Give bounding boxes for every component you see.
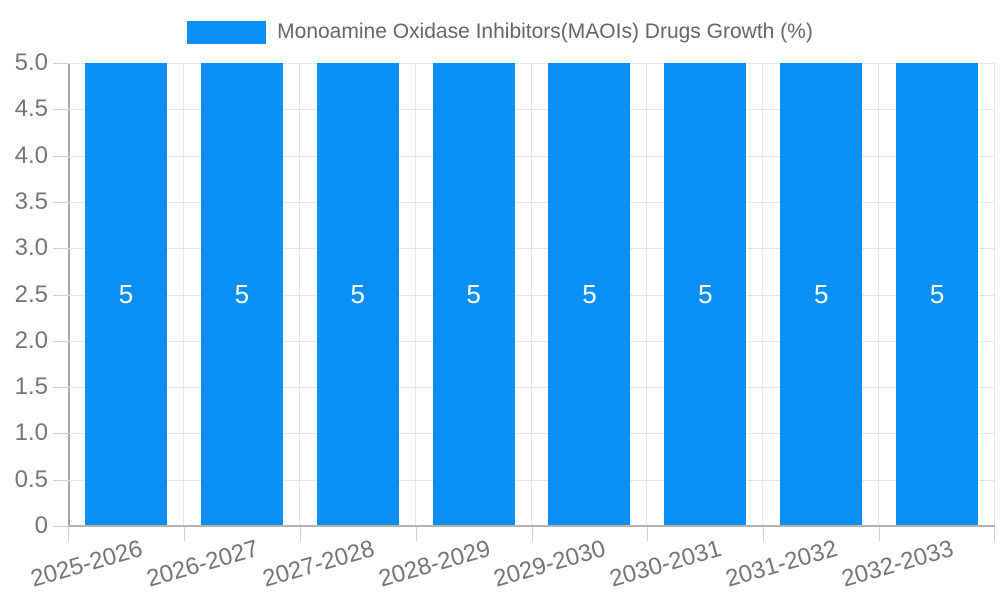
y-tick-label: 0 (34, 512, 48, 539)
gridline-v (762, 63, 764, 526)
bar-value-label: 5 (466, 279, 481, 309)
x-tick (183, 527, 185, 541)
gridline-h (68, 433, 995, 435)
y-tick (53, 109, 68, 111)
gridline-v (878, 63, 880, 526)
x-tick-label: 2030-2031 (606, 535, 725, 593)
gridline-h (68, 63, 995, 64)
x-tick-label: 2028-2029 (375, 535, 494, 593)
bar-value-label: 5 (813, 279, 829, 309)
y-tick (53, 433, 68, 435)
bar[interactable]: 5 (316, 63, 399, 526)
y-tick (53, 155, 68, 157)
x-tick-label: 2029-2030 (491, 535, 609, 593)
bar-value-label: 5 (582, 279, 597, 309)
x-tick (531, 527, 533, 541)
gridline-v (994, 63, 995, 526)
gridline-v (298, 63, 300, 526)
y-tick-label: 2.5 (14, 280, 48, 308)
x-tick-label: 2031-2032 (722, 535, 841, 593)
bar-value-label: 5 (118, 279, 134, 309)
bar-value-label: 5 (929, 279, 945, 309)
legend-label: Monoamine Oxidase Inhibitors(MAOIs) Drug… (277, 20, 813, 43)
x-tick (415, 527, 417, 541)
bar-value-label: 5 (698, 279, 713, 309)
gridline-h (68, 109, 995, 111)
y-tick-label: 0.5 (14, 465, 48, 493)
bar[interactable]: 5 (200, 63, 283, 526)
gridline-h (68, 155, 995, 157)
gridline-h (68, 248, 995, 250)
y-tick (53, 63, 68, 64)
legend[interactable]: Monoamine Oxidase Inhibitors(MAOIs) Drug… (0, 20, 1000, 44)
plot-area: 5 5 5 5 5 5 5 5 (68, 63, 995, 527)
x-tick-label: 2025-2026 (27, 535, 146, 593)
x-tick-label: 2032-2033 (838, 535, 957, 593)
bar[interactable]: 5 (432, 63, 515, 526)
y-tick (53, 201, 68, 203)
y-tick (53, 387, 68, 389)
x-tick (763, 527, 765, 541)
y-tick-label: 4.5 (14, 95, 48, 123)
gridline-h (68, 387, 995, 389)
y-tick (53, 340, 68, 342)
y-tick (53, 479, 68, 481)
y-tick-label: 3.0 (14, 234, 48, 262)
y-tick-label: 1.0 (14, 419, 48, 447)
y-tick (53, 294, 68, 296)
x-tick (879, 527, 881, 541)
y-tick-label: 4.0 (14, 141, 48, 169)
bar-value-label: 5 (350, 279, 365, 309)
y-tick-label: 3.5 (14, 187, 48, 215)
gridline-v (414, 63, 416, 526)
y-tick-label: 5.0 (14, 49, 48, 76)
gridline-h (68, 479, 995, 481)
x-tick-label: 2027-2028 (259, 535, 378, 593)
x-tick (299, 527, 301, 541)
gridline-h (68, 340, 995, 342)
x-tick-label: 2026-2027 (143, 535, 262, 593)
y-tick-label: 1.5 (14, 373, 48, 401)
bar[interactable]: 5 (84, 63, 167, 526)
bar[interactable]: 5 (664, 63, 747, 526)
x-tick (994, 527, 995, 541)
x-tick (647, 527, 649, 541)
bar[interactable]: 5 (896, 63, 979, 526)
y-tick (53, 526, 68, 527)
x-tick (68, 527, 69, 541)
bar[interactable]: 5 (780, 63, 863, 526)
gridline-h (68, 294, 995, 296)
gridline-v (182, 63, 184, 526)
gridline-v (530, 63, 532, 526)
gridline-h (68, 201, 995, 203)
bar[interactable]: 5 (548, 63, 631, 526)
y-tick (53, 248, 68, 250)
x-axis-line (68, 525, 995, 527)
y-tick-label: 2.0 (14, 326, 48, 354)
bar-value-label: 5 (234, 279, 250, 309)
legend-swatch (187, 20, 267, 44)
gridline-v (646, 63, 648, 526)
